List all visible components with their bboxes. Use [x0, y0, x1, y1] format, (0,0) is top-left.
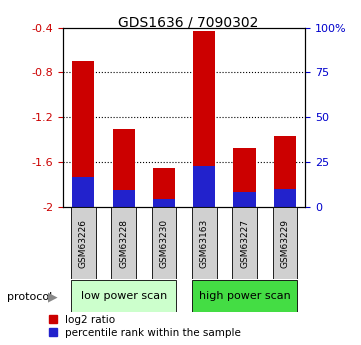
Bar: [72, 177, 95, 207]
Bar: [193, 166, 216, 207]
Bar: [232, 207, 257, 279]
Text: GSM63230: GSM63230: [160, 219, 169, 268]
Bar: [192, 280, 297, 312]
Text: protocol: protocol: [7, 293, 52, 302]
Text: GSM63163: GSM63163: [200, 219, 209, 268]
Legend: log2 ratio, percentile rank within the sample: log2 ratio, percentile rank within the s…: [48, 315, 241, 338]
Bar: [152, 207, 176, 279]
Bar: [113, 128, 135, 207]
Bar: [273, 207, 297, 279]
Text: GSM63226: GSM63226: [79, 219, 88, 268]
Bar: [234, 193, 256, 207]
Text: ▶: ▶: [48, 291, 57, 304]
Bar: [153, 168, 175, 207]
Bar: [193, 31, 216, 207]
Bar: [274, 189, 296, 207]
Text: GSM63227: GSM63227: [240, 219, 249, 268]
Bar: [71, 280, 176, 312]
Text: high power scan: high power scan: [199, 292, 291, 301]
Bar: [111, 207, 136, 279]
Text: GSM63229: GSM63229: [280, 219, 290, 268]
Bar: [153, 199, 175, 207]
Text: low power scan: low power scan: [81, 292, 167, 301]
Bar: [192, 207, 217, 279]
Text: GSM63228: GSM63228: [119, 219, 128, 268]
Bar: [274, 136, 296, 207]
Text: GDS1636 / 7090302: GDS1636 / 7090302: [118, 16, 258, 30]
Bar: [113, 190, 135, 207]
Bar: [72, 61, 95, 207]
Bar: [71, 207, 96, 279]
Bar: [234, 148, 256, 207]
